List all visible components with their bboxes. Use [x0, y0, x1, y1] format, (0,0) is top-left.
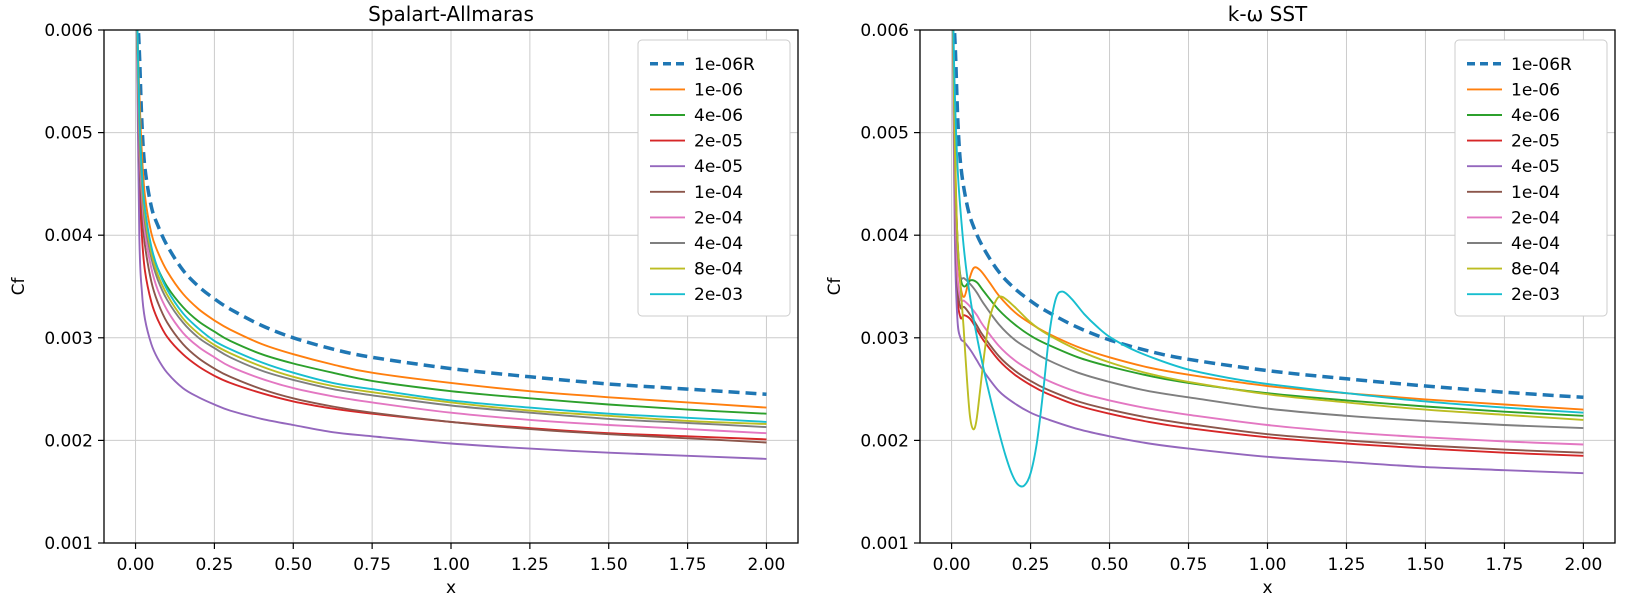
- x-tick-label: 2.00: [748, 555, 786, 575]
- legend-label: 1e-06R: [1511, 55, 1572, 75]
- legend-label: 1e-06: [694, 80, 743, 100]
- y-tick-label: 0.002: [860, 431, 909, 451]
- legend-label: 4e-06: [1511, 106, 1560, 126]
- x-tick-label: 0.50: [274, 555, 312, 575]
- x-tick-label: 1.00: [1249, 555, 1287, 575]
- x-axis-label: x: [1262, 578, 1272, 598]
- y-tick-label: 0.004: [44, 226, 93, 246]
- legend-label: 1e-04: [694, 183, 743, 203]
- x-tick-label: 2.00: [1564, 555, 1602, 575]
- series-line-2e-05: [952, 30, 1584, 457]
- series-line-8e-04: [952, 30, 1584, 431]
- legend-label: 2e-05: [694, 132, 743, 152]
- y-tick-label: 0.006: [860, 21, 909, 41]
- series-line-4e-05: [135, 30, 767, 460]
- legend-label: 4e-05: [694, 157, 743, 177]
- y-tick-label: 0.003: [44, 329, 93, 349]
- series-line-1e-06: [136, 30, 767, 409]
- legend-label: 2e-05: [1511, 132, 1560, 152]
- series-line-1e-06R: [136, 30, 767, 396]
- legend-label: 2e-03: [1511, 285, 1560, 305]
- series-line-1e-06R: [952, 30, 1584, 400]
- x-tick-label: 1.00: [432, 555, 470, 575]
- x-tick-label: 0.75: [353, 555, 391, 575]
- legend-label: 4e-04: [694, 234, 743, 254]
- chart-spalart-allmaras: 0.00 0.25 0.50 0.75 1.00 1.25 1.50 1.75 2.00 0.00…: [0, 0, 816, 605]
- x-tick-label: 1.50: [590, 555, 628, 575]
- legend-label: 4e-06: [694, 106, 743, 126]
- legend-label: 8e-04: [1511, 260, 1560, 280]
- chart-title: k-ω SST: [1228, 2, 1308, 26]
- legend-label: 4e-04: [1511, 234, 1560, 254]
- legend-box: [1454, 39, 1608, 317]
- x-tick-label: 1.75: [669, 555, 707, 575]
- series-line-8e-04: [136, 30, 767, 425]
- x-tick-label: 0.25: [195, 555, 233, 575]
- x-tick-label: 1.50: [1407, 555, 1445, 575]
- y-tick-label: 0.003: [860, 329, 909, 349]
- x-tick-label: 0.75: [1170, 555, 1208, 575]
- x-tick-label: 1.25: [511, 555, 549, 575]
- chart-k-omega-sst: 0.00 0.25 0.50 0.75 1.00 1.25 1.50 1.75 2.00 0.00…: [816, 0, 1633, 605]
- series-line-2e-05: [136, 30, 767, 441]
- series-line-4e-05: [951, 30, 1584, 475]
- legend-label: 4e-05: [1511, 157, 1560, 177]
- x-tick-label: 0.50: [1091, 555, 1129, 575]
- series-line-2e-04: [952, 30, 1584, 446]
- legend-box: [637, 39, 791, 317]
- x-tick-label: 1.75: [1486, 555, 1524, 575]
- x-tick-label: 0.00: [117, 555, 155, 575]
- y-tick-label: 0.005: [860, 124, 909, 144]
- legend-label: 2e-04: [1511, 208, 1560, 228]
- legend-label: 1e-06R: [694, 55, 755, 75]
- legend-label: 2e-03: [694, 285, 743, 305]
- y-axis-label: Cf: [9, 277, 29, 296]
- legend: 1e-06R 1e-06 4e-06 2e-05 4e-05 1e-04 2e-04 4e-0…: [1454, 39, 1608, 317]
- legend-label: 1e-06: [1511, 80, 1560, 100]
- x-axis-label: x: [446, 578, 456, 598]
- y-axis-label: Cf: [825, 277, 845, 296]
- y-tick-label: 0.005: [44, 124, 93, 144]
- x-tick-label: 0.25: [1012, 555, 1050, 575]
- series-line-1e-04: [136, 30, 767, 444]
- x-tick-label: 0.00: [933, 555, 971, 575]
- legend-label: 1e-04: [1511, 183, 1560, 203]
- y-tick-label: 0.006: [44, 21, 93, 41]
- y-tick-label: 0.001: [860, 534, 909, 554]
- x-tick-label: 1.25: [1328, 555, 1366, 575]
- y-tick-label: 0.001: [44, 534, 93, 554]
- legend-label: 2e-04: [694, 208, 743, 228]
- y-tick-label: 0.002: [44, 431, 93, 451]
- series-line-1e-04: [952, 30, 1584, 454]
- series-line-2e-03: [136, 30, 767, 423]
- series-line-2e-03: [952, 30, 1584, 488]
- chart-title: Spalart-Allmaras: [368, 2, 534, 26]
- legend: 1e-06R 1e-06 4e-06 2e-05 4e-05 1e-04 2e-04 4e-0…: [637, 39, 791, 317]
- legend-label: 8e-04: [694, 260, 743, 280]
- series-line-2e-04: [136, 30, 767, 435]
- y-tick-label: 0.004: [860, 226, 909, 246]
